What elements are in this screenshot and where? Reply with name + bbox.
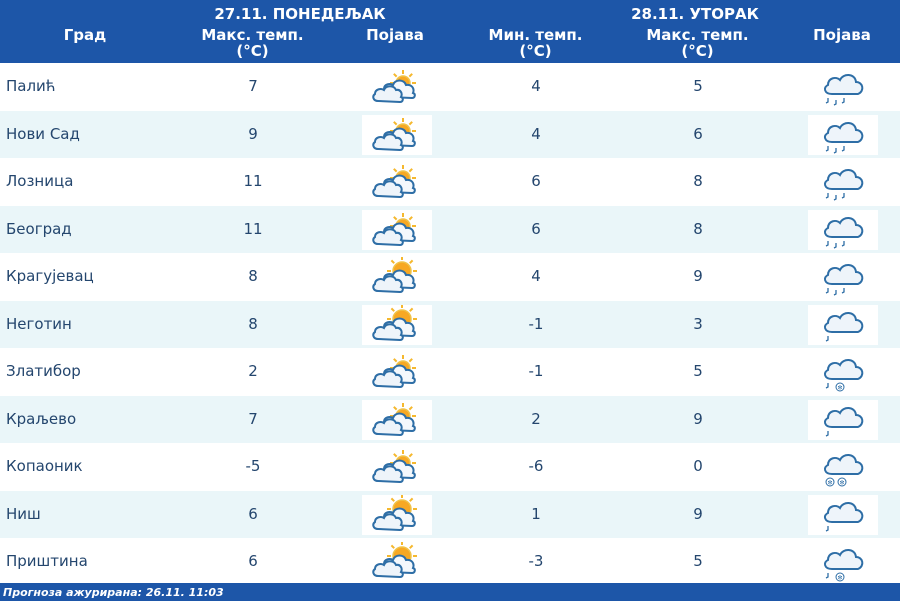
rain-icon <box>808 162 878 202</box>
day1-max-temp-header: Макс. темп. (°C) <box>195 27 310 59</box>
table-row: Београд 11 6 8 <box>0 205 900 253</box>
day2-min-temp: 6 <box>531 172 541 190</box>
svg-text:✻: ✻ <box>837 385 842 392</box>
forecast-table-body: Палић 7 4 5 Нови Сад 9 4 6 Лозница 11 6 8 Београд 11 6… <box>0 63 900 586</box>
day2-min-temp: -1 <box>528 362 544 380</box>
rain-snow-icon: ✻ <box>808 542 878 582</box>
day2-max-temp: 9 <box>693 267 703 285</box>
day2-min-temp-header: Мин. темп. (°C) <box>478 27 593 59</box>
rain-snow-icon: ✻ <box>808 352 878 392</box>
day2-min-temp: 2 <box>531 409 541 428</box>
day2-min-unit: (°C) <box>519 42 552 60</box>
day1-max-temp: -5 <box>245 457 261 475</box>
day1-phenomenon-header: Појава <box>366 26 424 44</box>
day1-max-temp: 2 <box>248 362 258 380</box>
table-row: Краљево 7 2 9 <box>0 395 900 443</box>
partly-cloudy-icon <box>362 352 432 392</box>
table-row: Златибор 2 -1 5 ✻ <box>0 348 900 396</box>
city-name: Лозница <box>6 172 74 190</box>
day1-max-label: Макс. темп. <box>201 26 304 44</box>
day1-max-temp: 7 <box>248 77 258 95</box>
day1-max-temp: 7 <box>248 409 258 428</box>
partly-cloudy-icon <box>362 209 432 250</box>
city-name: Палић <box>6 77 56 95</box>
table-header: Град 27.11. ПОНЕДЕЉАК Макс. темп. (°C) П… <box>0 0 900 63</box>
table-row: Лозница 11 6 8 <box>0 158 900 206</box>
mostly-sunny-icon <box>362 303 432 345</box>
day1-date-header: 27.11. ПОНЕДЕЉАК <box>214 5 386 23</box>
table-row: Приштина 6 -3 5 ✻ <box>0 538 900 586</box>
light-rain-icon <box>808 304 878 345</box>
day2-min-temp: -1 <box>528 314 544 333</box>
day2-max-temp: 0 <box>693 457 703 475</box>
snow-icon: ✻ ✻ <box>808 447 878 487</box>
rain-icon <box>808 114 878 155</box>
mostly-sunny-icon <box>362 541 432 582</box>
day2-max-temp: 9 <box>693 409 703 428</box>
day1-max-temp: 6 <box>248 552 258 570</box>
day2-min-label: Мин. темп. <box>488 26 583 44</box>
svg-text:✻: ✻ <box>827 480 832 487</box>
mostly-sunny-icon <box>362 493 432 535</box>
day2-min-temp: -3 <box>528 552 544 570</box>
city-name: Приштина <box>6 552 88 570</box>
light-rain-icon <box>808 494 878 535</box>
table-row: Палић 7 4 5 <box>0 63 900 111</box>
day2-max-unit: (°C) <box>681 42 714 60</box>
day2-min-temp: 4 <box>531 267 541 285</box>
partly-cloudy-icon <box>362 67 432 107</box>
update-footer: Прогноза ажурирана: 26.11. 11:03 <box>0 585 900 601</box>
day2-date-header: 28.11. УТОРАК <box>631 5 759 23</box>
day1-max-temp: 8 <box>248 314 258 333</box>
day2-max-temp: 8 <box>693 219 703 238</box>
day1-max-temp: 11 <box>243 172 263 190</box>
city-name: Београд <box>6 219 72 238</box>
day2-min-temp: 4 <box>531 77 541 95</box>
partly-cloudy-icon <box>362 447 432 487</box>
day2-max-label: Макс. темп. <box>646 26 749 44</box>
city-name: Крагујевац <box>6 267 94 285</box>
city-name: Неготин <box>6 314 72 333</box>
partly-cloudy-icon <box>362 114 432 155</box>
city-name: Копаоник <box>6 457 83 475</box>
svg-text:✻: ✻ <box>837 575 842 582</box>
table-row: Копаоник -5 -6 0 ✻ ✻ <box>0 443 900 491</box>
rain-icon <box>808 209 878 250</box>
day2-max-temp: 5 <box>693 552 703 570</box>
mostly-sunny-icon <box>362 256 432 297</box>
city-column-header: Град <box>63 26 107 44</box>
light-rain-icon <box>808 399 878 440</box>
city-name: Златибор <box>6 362 81 380</box>
day2-min-temp: -6 <box>528 457 544 475</box>
day2-max-temp: 9 <box>693 504 703 523</box>
footer-divider <box>0 583 900 585</box>
partly-cloudy-icon <box>362 162 432 202</box>
day2-phenomenon-header: Појава <box>813 26 871 44</box>
day1-max-temp: 8 <box>248 267 258 285</box>
day2-max-temp: 5 <box>693 77 703 95</box>
table-row: Ниш 6 1 9 <box>0 490 900 538</box>
table-row: Нови Сад 9 4 6 <box>0 110 900 158</box>
rain-icon <box>808 67 878 107</box>
svg-text:✻: ✻ <box>839 480 844 487</box>
day2-max-temp-header: Макс. темп. (°C) <box>640 27 755 59</box>
day1-max-temp: 6 <box>248 504 258 523</box>
day2-max-temp: 3 <box>693 314 703 333</box>
city-name: Нови Сад <box>6 124 80 143</box>
day2-min-temp: 6 <box>531 219 541 238</box>
city-name: Краљево <box>6 409 77 428</box>
day2-max-temp: 5 <box>693 362 703 380</box>
city-name: Ниш <box>6 504 41 523</box>
day2-max-temp: 8 <box>693 172 703 190</box>
day1-max-temp: 11 <box>243 219 263 238</box>
day2-min-temp: 1 <box>531 504 541 523</box>
partly-cloudy-icon <box>362 399 432 440</box>
day1-max-temp: 9 <box>248 124 258 143</box>
table-row: Неготин 8 -1 3 <box>0 300 900 348</box>
day1-max-unit: (°C) <box>236 42 269 60</box>
day2-min-temp: 4 <box>531 124 541 143</box>
day2-max-temp: 6 <box>693 124 703 143</box>
rain-icon <box>808 257 878 297</box>
table-row: Крагујевац 8 4 9 <box>0 253 900 301</box>
